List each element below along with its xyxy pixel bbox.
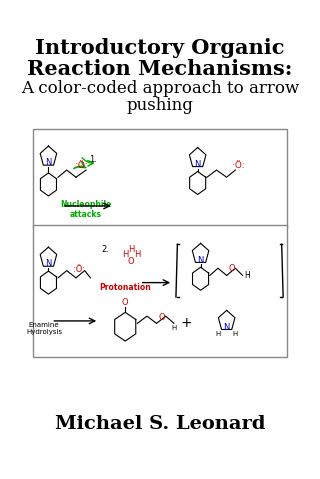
Text: 1.: 1. [89, 155, 97, 163]
Text: N: N [197, 256, 204, 264]
Text: O: O [128, 257, 134, 265]
Text: pushing: pushing [127, 97, 193, 114]
FancyBboxPatch shape [33, 225, 287, 357]
Text: Nucleophile
attacks: Nucleophile attacks [60, 200, 112, 219]
Text: ·Ö:: ·Ö: [232, 161, 244, 170]
Text: H: H [128, 245, 134, 253]
Text: O: O [122, 298, 129, 307]
Text: O: O [158, 313, 165, 322]
Text: :Ö:: :Ö: [73, 265, 85, 274]
Text: N: N [45, 159, 52, 167]
Text: H: H [233, 331, 238, 337]
FancyBboxPatch shape [33, 129, 287, 228]
Text: Protonation: Protonation [99, 283, 151, 292]
Text: N: N [45, 260, 52, 268]
Text: Introductory Organic: Introductory Organic [35, 38, 285, 58]
Text: Reaction Mechanisms:: Reaction Mechanisms: [27, 59, 293, 80]
Text: :Ö:: :Ö: [76, 161, 88, 170]
Text: Michael S. Leonard: Michael S. Leonard [55, 415, 265, 433]
Text: N: N [195, 160, 201, 169]
Text: A color-coded approach to arrow: A color-coded approach to arrow [21, 80, 299, 97]
Text: +: + [180, 316, 192, 331]
Text: H: H [215, 331, 220, 337]
Text: N: N [223, 323, 230, 331]
Text: H: H [122, 251, 128, 259]
Text: H: H [171, 325, 177, 331]
Text: O: O [228, 264, 235, 273]
Text: Enamine
Hydrolysis: Enamine Hydrolysis [26, 321, 62, 335]
Text: 2.: 2. [101, 245, 109, 253]
Text: H: H [134, 251, 140, 259]
Text: H: H [244, 271, 250, 280]
